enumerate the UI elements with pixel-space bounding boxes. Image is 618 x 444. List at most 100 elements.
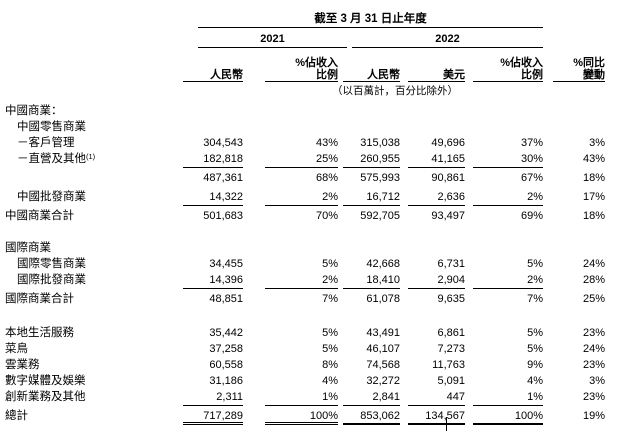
cell-usd-2022: 5,091 bbox=[437, 375, 465, 387]
cell-usd-2022: 41,165 bbox=[408, 152, 465, 168]
row-label: 中國零售商業 bbox=[17, 121, 86, 133]
column-header-label: %佔收入 bbox=[295, 57, 338, 69]
cell-usd-2022 bbox=[408, 120, 465, 136]
cell-rmb-2021 bbox=[183, 241, 243, 257]
cell-rmb-2021: 35,442 bbox=[209, 327, 243, 339]
cell-pct-2022: 2% bbox=[473, 273, 543, 289]
table-row: 國際商業合計 48,851 7% 61,078 9,635 7% 25% bbox=[0, 292, 618, 308]
column-header-label: 人民幣 bbox=[210, 68, 243, 81]
row-label: 國際商業合計 bbox=[5, 293, 74, 305]
cell-pct-2022: 69% bbox=[520, 210, 543, 222]
cell-pct-2022: 5% bbox=[527, 258, 543, 270]
cell-pct-2022 bbox=[473, 241, 543, 257]
cell-pct-2021 bbox=[265, 241, 338, 257]
column-header-yoy: %同比 變動 bbox=[553, 54, 605, 82]
cell-usd-2022 bbox=[408, 241, 465, 257]
cell-rmb-2022: 575,993 bbox=[360, 172, 400, 184]
cell-rmb-2021: 48,851 bbox=[209, 293, 243, 305]
cell-yoy: 25% bbox=[582, 293, 605, 305]
table-row: －直營及其他(1) 182,818 25% 260,955 41,165 30%… bbox=[0, 152, 618, 168]
cell-rmb-2021: 487,361 bbox=[203, 172, 243, 184]
row-label: 總計 bbox=[5, 410, 28, 422]
cell-yoy: 24% bbox=[582, 343, 605, 355]
cell-rmb-2022: 2,841 bbox=[343, 390, 400, 406]
cell-yoy: 23% bbox=[582, 391, 605, 403]
cell-usd-2022: 2,636 bbox=[408, 190, 465, 206]
cell-pct-2022: 9% bbox=[527, 359, 543, 371]
cell-rmb-2022: 74,568 bbox=[366, 359, 400, 371]
cell-pct-2022: 5% bbox=[527, 343, 543, 355]
cell-rmb-2022: 61,078 bbox=[366, 293, 400, 305]
cell-pct-2021 bbox=[265, 120, 338, 136]
cell-rmb-2022 bbox=[343, 241, 400, 257]
column-header-usd-2022: 美元 bbox=[408, 54, 465, 82]
row-label: 本地生活服務 bbox=[5, 327, 74, 339]
cell-yoy bbox=[553, 120, 605, 136]
cell-pct-2021: 4% bbox=[322, 375, 338, 387]
column-header-label: 變動 bbox=[583, 68, 605, 81]
cell-yoy: 18% bbox=[582, 172, 605, 184]
cell-pct-2021: 70% bbox=[315, 210, 338, 222]
table-title: 截至 3 月 31 日止年度 bbox=[198, 12, 543, 28]
column-header-rmb-2021: 人民幣 bbox=[183, 54, 243, 82]
cell-rmb-2021: 14,322 bbox=[183, 190, 243, 206]
cell-pct-2021: 7% bbox=[322, 293, 338, 305]
cell-rmb-2021 bbox=[183, 104, 243, 120]
table-row: 487,361 68% 575,993 90,861 67% 18% bbox=[0, 171, 618, 187]
table-body: 中國商業： 中國零售商業 －客戶管理 304,543 43% 315,038 4… bbox=[0, 104, 618, 425]
cell-pct-2022: 4% bbox=[527, 375, 543, 387]
cell-usd-2022: 447 bbox=[408, 390, 465, 406]
row-label: 菜鳥 bbox=[5, 343, 28, 355]
cell-yoy bbox=[553, 104, 605, 120]
unit-note: （以百萬計，百分比除外） bbox=[332, 85, 458, 97]
table-row: 本地生活服務 35,442 5% 43,491 6,861 5% 23% bbox=[0, 326, 618, 342]
cell-rmb-2022: 46,107 bbox=[366, 343, 400, 355]
cell-pct-2021: 2% bbox=[265, 273, 338, 289]
cell-pct-2021: 5% bbox=[322, 343, 338, 355]
cell-pct-2022: 2% bbox=[473, 190, 543, 206]
cell-rmb-2022: 260,955 bbox=[343, 152, 400, 168]
cell-pct-2022 bbox=[473, 120, 543, 136]
cell-rmb-2021: 14,396 bbox=[183, 273, 243, 289]
cell-rmb-2021: 31,186 bbox=[209, 375, 243, 387]
cell-rmb-2021: 37,258 bbox=[209, 343, 243, 355]
column-header-label: %同比 bbox=[573, 57, 605, 69]
table-row: 數字媒體及娛樂 31,186 4% 32,272 5,091 4% 3% bbox=[0, 374, 618, 390]
cell-rmb-2022: 853,062 bbox=[343, 409, 400, 425]
cell-yoy: 23% bbox=[582, 359, 605, 371]
cell-pct-2022: 100% bbox=[473, 409, 543, 425]
table-row: 中國商業： bbox=[0, 104, 618, 120]
column-header-rmb-2022: 人民幣 bbox=[343, 54, 400, 82]
cell-usd-2022: 49,696 bbox=[431, 137, 465, 149]
cell-pct-2021: 25% bbox=[265, 152, 338, 168]
table-row: 中國批發商業 14,322 2% 16,712 2,636 2% 17% bbox=[0, 190, 618, 206]
footnote-marker: (1) bbox=[86, 152, 96, 161]
cell-rmb-2022: 18,410 bbox=[343, 273, 400, 289]
cell-pct-2021: 100% bbox=[265, 409, 338, 425]
cell-rmb-2021 bbox=[183, 120, 243, 136]
year-2021-header: 2021 bbox=[198, 32, 347, 48]
cell-pct-2022: 67% bbox=[520, 172, 543, 184]
cell-yoy bbox=[553, 241, 605, 257]
cell-pct-2021: 2% bbox=[265, 190, 338, 206]
table-row: 雲業務 60,558 8% 74,568 11,763 9% 23% bbox=[0, 358, 618, 374]
cell-usd-2022: 93,497 bbox=[431, 210, 465, 222]
cell-usd-2022: 11,763 bbox=[432, 359, 465, 371]
cell-yoy: 19% bbox=[582, 410, 605, 422]
cell-rmb-2021: 34,455 bbox=[209, 258, 243, 270]
cell-rmb-2022 bbox=[343, 104, 400, 120]
table-row: 中國零售商業 bbox=[0, 120, 618, 136]
cell-usd-2022: 2,904 bbox=[408, 273, 465, 289]
row-label: 數字媒體及娛樂 bbox=[5, 375, 86, 387]
cell-yoy: 17% bbox=[582, 191, 605, 203]
text-cursor-ibeam bbox=[446, 417, 447, 431]
column-header-label: 比例 bbox=[521, 68, 543, 81]
row-label: 創新業務及其他 bbox=[5, 391, 86, 403]
column-header-pct-2021: %佔收入 比例 bbox=[265, 54, 338, 82]
cell-yoy: 24% bbox=[582, 258, 605, 270]
cell-rmb-2021: 182,818 bbox=[183, 152, 243, 168]
cell-rmb-2022: 592,705 bbox=[360, 210, 400, 222]
cell-usd-2022: 134,567 bbox=[408, 409, 465, 425]
cell-rmb-2022 bbox=[343, 120, 400, 136]
